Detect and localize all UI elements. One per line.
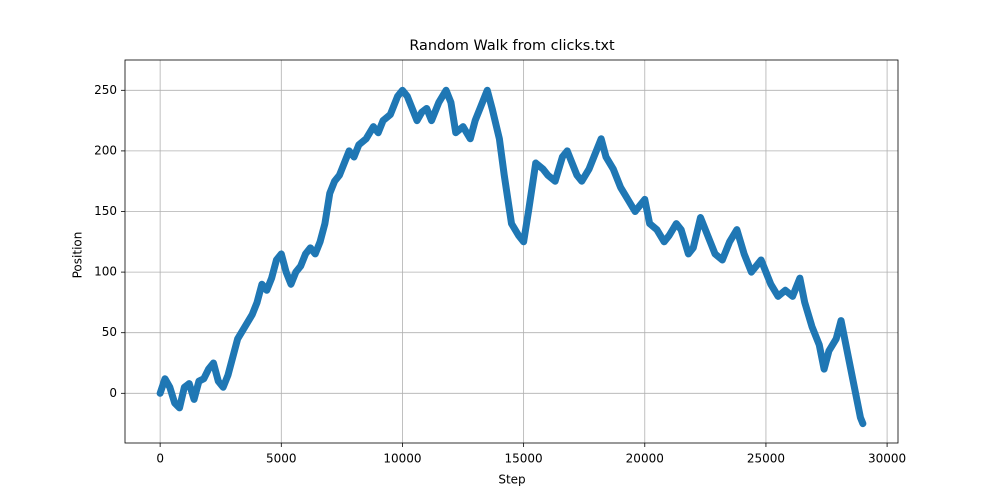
y-tick-label: 100: [94, 265, 117, 279]
plot-frame: [124, 59, 899, 444]
y-axis-label: Position: [71, 232, 85, 279]
chart-title: Random Walk from clicks.txt: [409, 38, 615, 54]
x-tick-label: 10000: [383, 452, 421, 466]
x-tick-label: 20000: [626, 452, 664, 466]
x-tick-label: 15000: [505, 452, 543, 466]
x-tick-label: 0: [156, 452, 164, 466]
x-tick-label: 25000: [747, 452, 785, 466]
x-axis-label: Step: [498, 473, 525, 487]
y-tick-label: 250: [94, 83, 117, 97]
data-line: [156, 86, 867, 428]
x-tick-label: 30000: [868, 452, 906, 466]
y-tick-label: 200: [94, 143, 117, 157]
y-tick-label: 0: [109, 386, 117, 400]
x-tick-label: 5000: [266, 452, 297, 466]
y-tick-label: 50: [102, 325, 117, 339]
y-tick-label: 150: [94, 204, 117, 218]
